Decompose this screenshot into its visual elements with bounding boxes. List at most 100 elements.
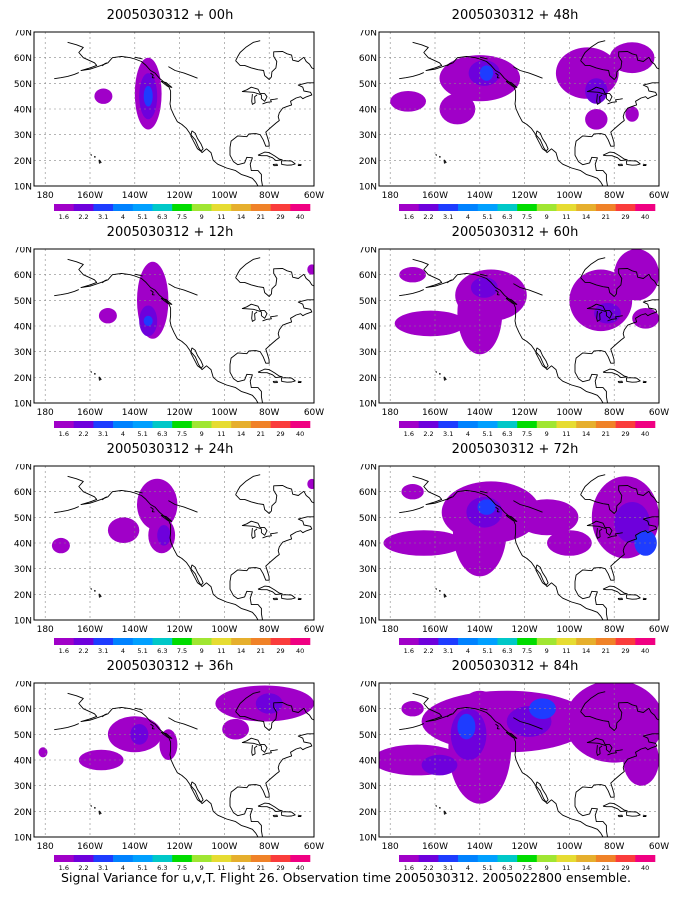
colorbar-swatch xyxy=(290,638,311,645)
map-panel-24h: 2005030312 + 24h 10N 20N 30N 40N 50N 60N 70N 18… xyxy=(0,442,340,657)
variance-region xyxy=(623,734,659,786)
coastline xyxy=(443,593,447,598)
lat-tick-label: 10N xyxy=(14,834,32,844)
coastline xyxy=(399,72,424,80)
colorbar-label: 29 xyxy=(621,647,629,655)
coastline xyxy=(67,258,259,403)
map-plot: 10N 20N 30N 40N 50N 60N 70N 180 160W 140W 120W 100W… xyxy=(359,30,669,221)
coastline xyxy=(648,56,659,83)
colorbar-swatch xyxy=(290,421,311,428)
map-frame xyxy=(33,248,315,404)
map-frame xyxy=(33,465,315,621)
coastline xyxy=(505,80,518,88)
colorbar-swatch xyxy=(438,421,459,428)
coastline xyxy=(626,811,641,817)
coastline xyxy=(98,376,102,381)
coastline xyxy=(607,532,623,539)
lon-tick-label: 120W xyxy=(512,842,538,852)
lat-tick-label: 20N xyxy=(359,591,377,601)
coastline xyxy=(272,380,278,384)
coastline xyxy=(642,814,647,817)
coastline xyxy=(443,376,447,381)
colorbar-swatch xyxy=(211,204,232,211)
colorbar-swatch xyxy=(191,421,212,428)
colorbar-label: 14 xyxy=(237,430,245,438)
lon-tick-label: 140W xyxy=(122,842,148,852)
map-area xyxy=(379,683,659,837)
coastline xyxy=(235,51,305,80)
lat-tick-label: 70N xyxy=(359,247,377,256)
variance-region xyxy=(614,249,659,301)
colorbar-swatch xyxy=(399,204,419,211)
lat-tick-label: 40N xyxy=(359,106,377,116)
lat-tick-label: 30N xyxy=(14,348,32,358)
coastline xyxy=(642,597,647,600)
coastline xyxy=(495,289,500,296)
colorbar-label: 40 xyxy=(641,213,649,221)
coastline xyxy=(168,500,198,513)
lon-tick-label: 180 xyxy=(382,625,399,635)
colorbar-swatch xyxy=(615,855,636,862)
lon-tick-label: 80W xyxy=(604,842,624,852)
colorbar-swatch xyxy=(211,638,232,645)
colorbar-label: 21 xyxy=(257,864,265,872)
panel-title: 2005030312 + 60h xyxy=(451,225,579,240)
colorbar-swatch xyxy=(191,855,212,862)
colorbar-label: 29 xyxy=(621,213,629,221)
colorbar-swatch xyxy=(93,204,114,211)
colorbar-label: 2.2 xyxy=(423,647,433,655)
colorbar-swatch xyxy=(556,638,577,645)
colorbar-swatch xyxy=(635,855,656,862)
colorbar-label: 11 xyxy=(562,864,570,872)
lon-tick-label: 140W xyxy=(467,408,493,418)
lon-tick-label: 60W xyxy=(304,625,324,635)
colorbar-swatch xyxy=(73,638,94,645)
lon-tick-label: 140W xyxy=(467,842,493,852)
colorbar-label: 11 xyxy=(217,213,225,221)
colorbar-label: 11 xyxy=(562,430,570,438)
coastline xyxy=(505,514,518,522)
coastline xyxy=(281,594,296,600)
lat-tick-label: 10N xyxy=(359,183,377,193)
lon-tick-label: 140W xyxy=(467,625,493,635)
lat-tick-label: 50N xyxy=(359,80,377,90)
coastline xyxy=(67,41,259,186)
colorbar-swatch xyxy=(113,421,134,428)
colorbar-label: 14 xyxy=(582,430,590,438)
lat-tick-label: 20N xyxy=(14,157,32,167)
coastline xyxy=(134,707,143,711)
colorbar-label: 4 xyxy=(466,864,470,872)
lon-tick-label: 80W xyxy=(604,408,624,418)
lat-tick-label: 40N xyxy=(359,323,377,333)
colorbar-swatch xyxy=(576,204,597,211)
lat-tick-label: 70N xyxy=(359,681,377,690)
coastline xyxy=(257,802,283,813)
variance-region xyxy=(157,525,171,546)
colorbar-swatch xyxy=(477,204,498,211)
colorbar-swatch xyxy=(172,855,193,862)
coastline xyxy=(190,564,204,586)
colorbar-swatch xyxy=(576,855,597,862)
map-area xyxy=(379,249,659,403)
coastline xyxy=(67,692,259,837)
colorbar-swatch xyxy=(113,855,134,862)
colorbar-label: 3.1 xyxy=(443,647,453,655)
colorbar-label: 21 xyxy=(257,647,265,655)
colorbar-label: 14 xyxy=(237,213,245,221)
colorbar-label: 9 xyxy=(545,647,549,655)
colorbar-label: 1.6 xyxy=(404,213,414,221)
coastline xyxy=(505,731,518,739)
coastline xyxy=(168,66,198,79)
coastline xyxy=(617,814,623,818)
coastline xyxy=(586,86,613,102)
coastline xyxy=(513,66,543,79)
colorbar-label: 4 xyxy=(121,864,125,872)
colorbar-swatch xyxy=(132,638,153,645)
coastline xyxy=(94,589,96,592)
colorbar-label: 4 xyxy=(466,213,470,221)
coastline xyxy=(235,268,305,297)
map-panel-00h: 2005030312 + 00h 10N 20N 30N 40N 50N 60N 70N 18… xyxy=(0,8,340,223)
coastline xyxy=(607,315,623,322)
colorbar-label: 21 xyxy=(602,430,610,438)
colorbar-label: 1.6 xyxy=(404,647,414,655)
